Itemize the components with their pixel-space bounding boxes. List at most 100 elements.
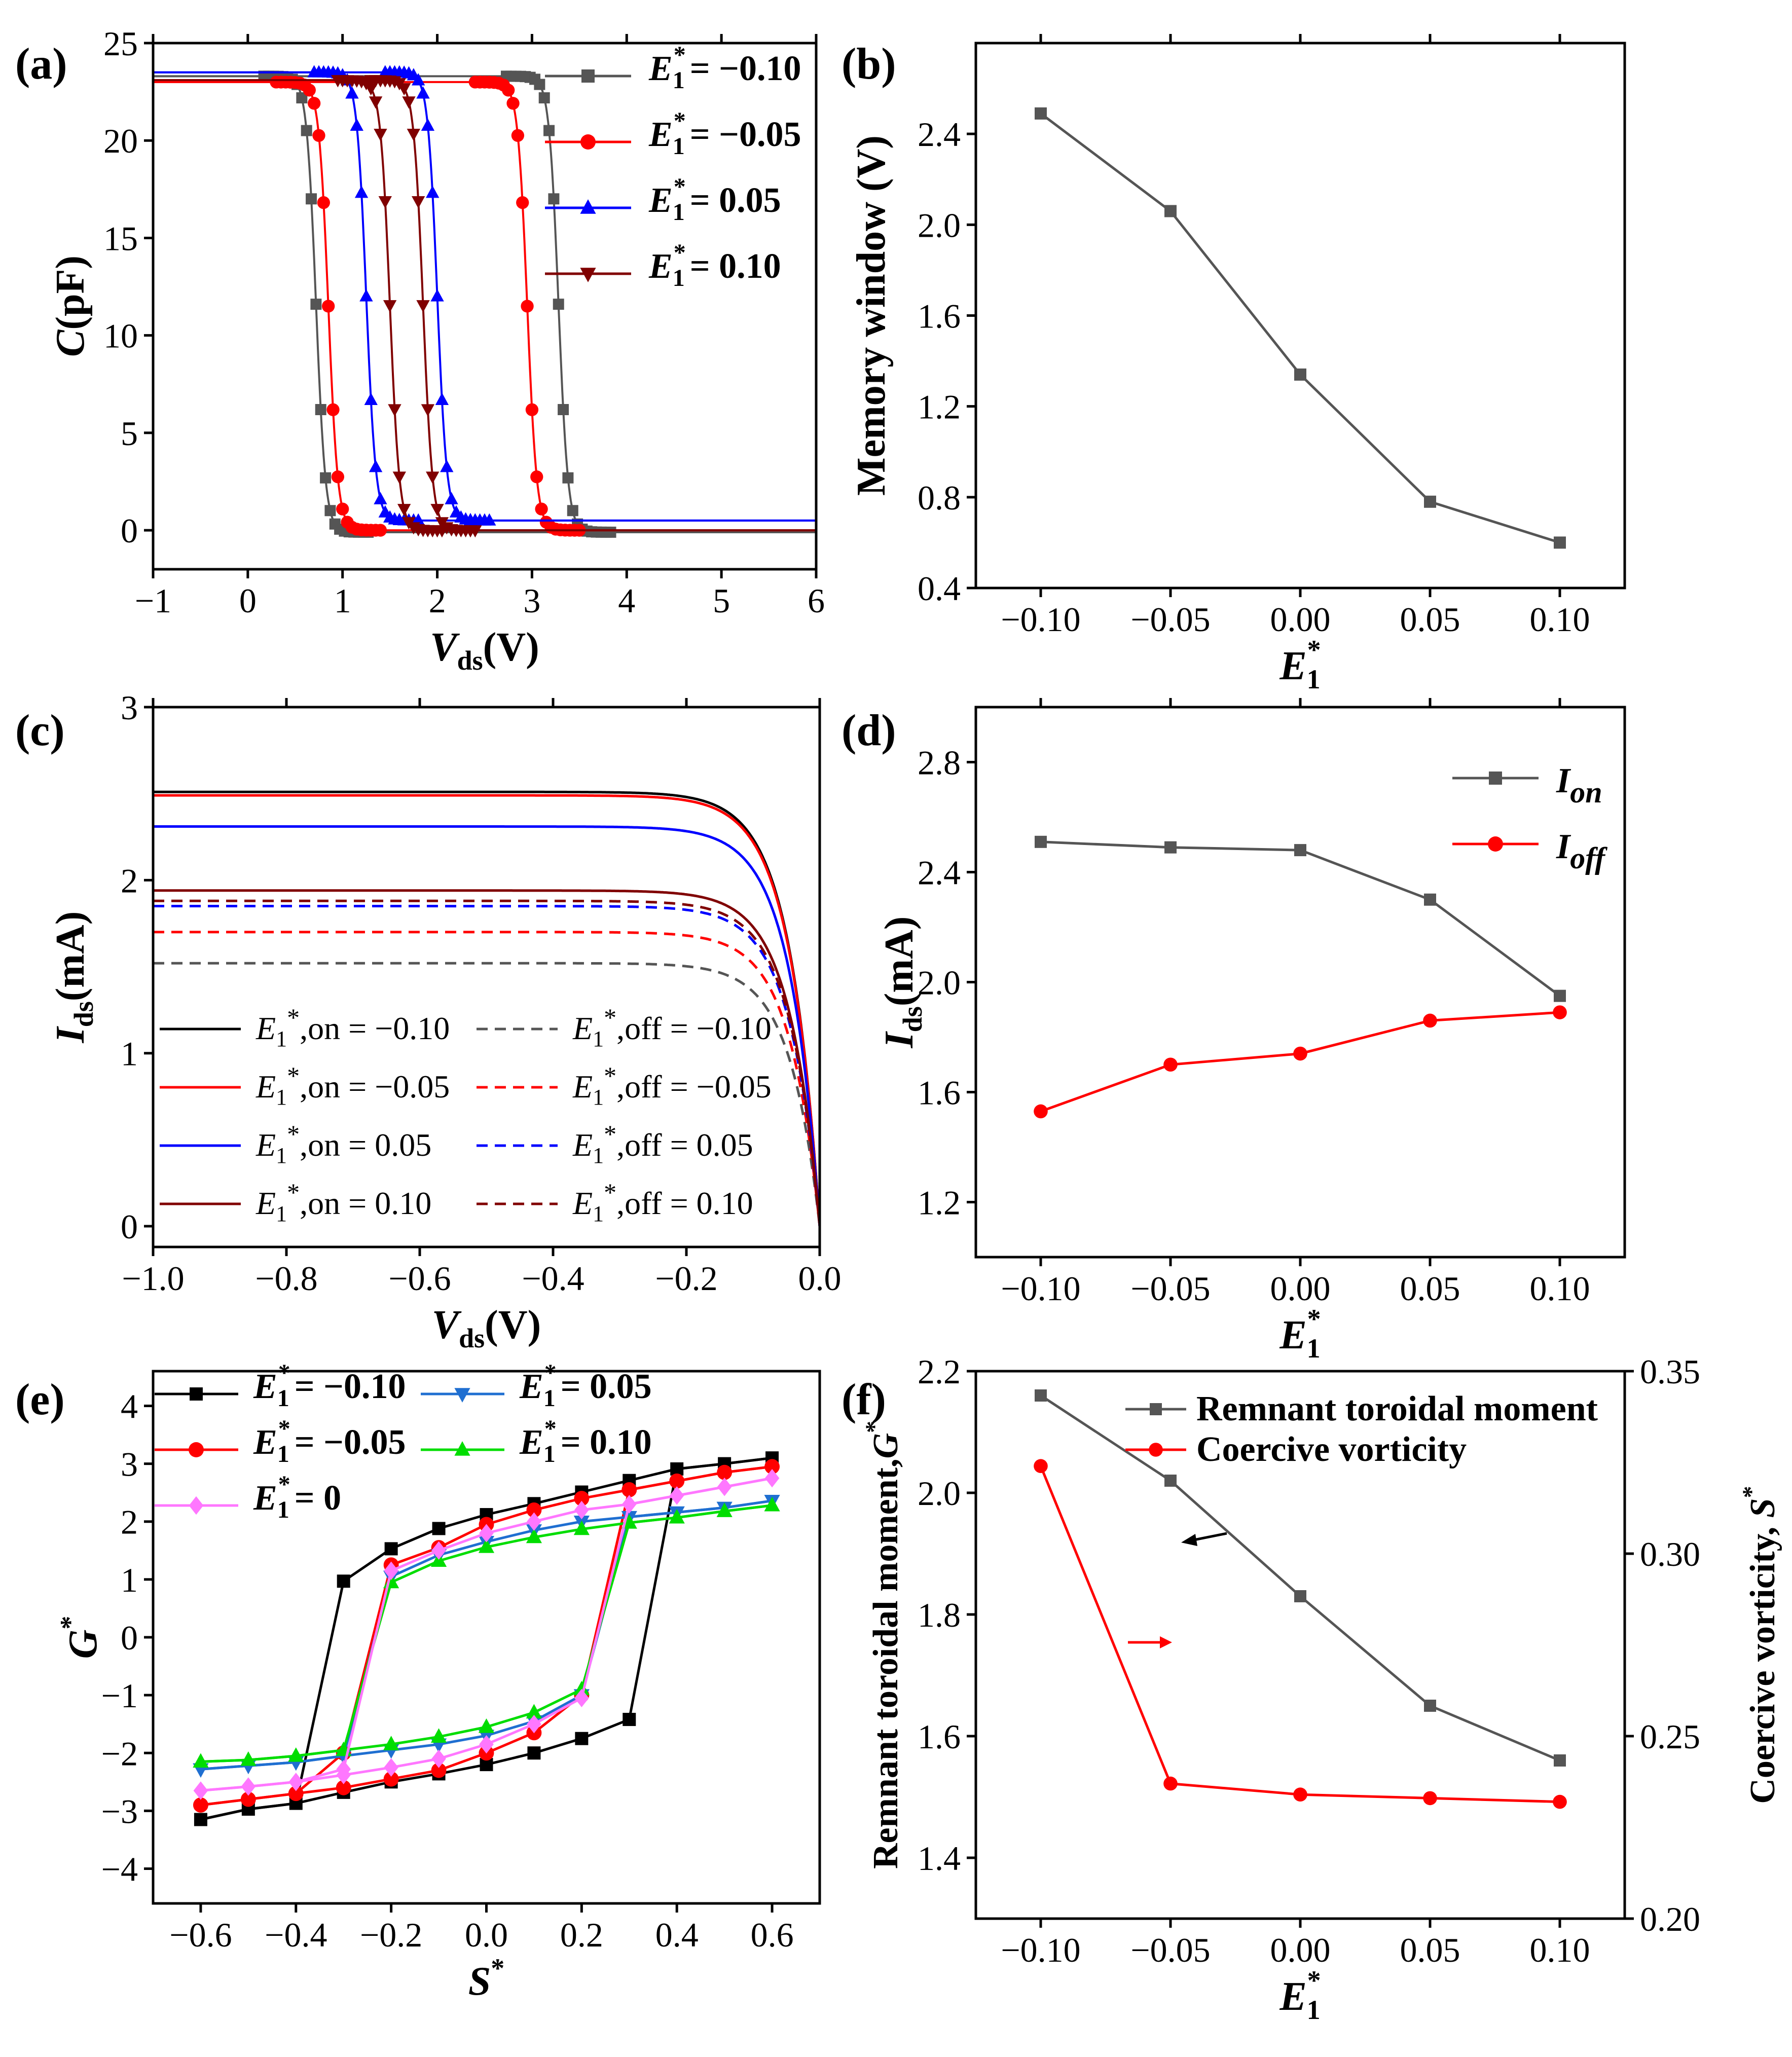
x-axis-label-sup: *	[1307, 1965, 1321, 1996]
legend-entry-7: E1*,off = 0.10	[477, 1178, 753, 1226]
data-point	[445, 492, 458, 504]
legend-sup: *	[674, 239, 686, 266]
data-point	[384, 1758, 398, 1777]
y-tick-label: 2.0	[918, 206, 961, 244]
y-axis-label-var: C	[48, 329, 93, 357]
panel-label: (d)	[842, 706, 896, 755]
legend-sub: 1	[277, 1441, 289, 1467]
x-tick-label: 4	[618, 581, 635, 620]
data-point	[392, 471, 407, 484]
arrow-head-right	[1160, 1636, 1172, 1648]
legend-label: E1*,on = −0.05	[255, 1061, 450, 1110]
x-axis-label-sup: *	[1307, 635, 1321, 665]
legend-var: E	[648, 247, 673, 286]
legend-sub: 1	[277, 1385, 289, 1412]
data-point	[553, 299, 564, 310]
x-tick-label: 0.05	[1400, 600, 1460, 639]
data-point	[1293, 1787, 1307, 1802]
y-axis-label: Ids(mA)	[48, 911, 99, 1044]
legend-entry-0: E1*,on = −0.10	[160, 1003, 450, 1051]
x-axis-label-var: E	[1279, 1313, 1306, 1357]
legend-sub: 1	[543, 1441, 556, 1467]
legend-marker	[580, 134, 596, 150]
legend-marker	[454, 1388, 470, 1403]
y-axis-label: G*	[55, 1616, 105, 1659]
legend-var: E	[255, 1127, 276, 1163]
x-axis-label-unit: (V)	[485, 1303, 541, 1347]
series-3	[153, 75, 816, 538]
data-point	[764, 1496, 780, 1512]
y-tick-label: 2.0	[918, 1474, 961, 1513]
series-5-line	[153, 905, 821, 1227]
legend-entry-1: Ioff	[1452, 827, 1607, 875]
data-point	[1034, 1104, 1048, 1119]
data-point	[288, 1786, 304, 1802]
y-axis-label: Memory window (V)	[849, 135, 894, 496]
data-point	[670, 1462, 684, 1476]
data-point	[526, 1502, 542, 1518]
data-point	[369, 96, 383, 109]
legend-entry-3: E1* = 0.10	[421, 1415, 652, 1467]
data-point	[1293, 1046, 1307, 1061]
data-point	[412, 196, 425, 209]
x-tick-label: 0	[239, 581, 257, 620]
y-tick-label: 20	[103, 122, 138, 160]
x-tick-label: −0.6	[169, 1916, 232, 1954]
y-tick-label: 2	[121, 861, 138, 900]
data-point	[1164, 1475, 1177, 1487]
data-point	[1554, 1754, 1566, 1767]
y-tick-label: −3	[101, 1792, 138, 1830]
legend-label: E1* = −0.10	[648, 42, 801, 94]
legend-entry-1: E1* = −0.05	[545, 107, 801, 160]
y-axis-label-sup: *	[55, 1616, 85, 1630]
x-axis-label-var: V	[432, 1303, 462, 1347]
y-tick-label: 0	[121, 1207, 138, 1246]
x-tick-label: 0.05	[1400, 1269, 1460, 1308]
legend-label: E1* = −0.05	[648, 107, 801, 160]
x-tick-label: −0.8	[255, 1259, 317, 1298]
y-axis-label-unit: (pF)	[48, 255, 93, 330]
data-point	[388, 404, 401, 417]
legend-marker	[1150, 1403, 1162, 1415]
data-point	[326, 403, 340, 416]
data-point	[193, 1753, 209, 1768]
y-tick-label: 2.4	[918, 854, 961, 892]
legend-value: = −0.05	[690, 115, 801, 154]
data-point	[324, 505, 336, 517]
legend-entry-1: E1* = −0.05	[155, 1415, 406, 1467]
legend-value: ,off = 0.05	[616, 1127, 753, 1163]
x-tick-label: 0.10	[1530, 1931, 1590, 1969]
legend-label: E1*,on = −0.10	[255, 1003, 450, 1051]
x-tick-label: 1	[334, 581, 351, 620]
x-tick-label: 0.10	[1530, 1269, 1590, 1308]
y-tick-label: 1.6	[918, 297, 961, 336]
data-point	[535, 502, 548, 516]
y-tick-label: 1.2	[918, 388, 961, 426]
legend-value: = 0.10	[561, 1423, 652, 1462]
data-point	[575, 1732, 589, 1745]
y-tick-label: 25	[103, 24, 138, 63]
data-point	[331, 470, 345, 484]
data-point	[384, 1542, 398, 1556]
panel-b: −0.10 −0.05 0.00 0.05 0.10 0.4 0.8 1.2 1.6 2.0 2.4…	[842, 34, 1626, 694]
data-point	[359, 289, 373, 302]
x-tick-label: 0.05	[1400, 1931, 1460, 1969]
legend-sup: *	[604, 1120, 616, 1148]
legend-label: E1* = −0.10	[253, 1360, 406, 1412]
legend-label: Coercive vorticity	[1196, 1430, 1467, 1469]
series-line	[1040, 840, 1561, 997]
legend-var: E	[572, 1010, 593, 1046]
data-point	[1164, 841, 1177, 854]
legend-sub: 1	[276, 1085, 287, 1110]
legend-label: Remnant toroidal moment	[1196, 1389, 1598, 1428]
legend-var: E	[253, 1479, 277, 1518]
x-tick-label: 6	[808, 581, 825, 620]
legend-marker	[580, 199, 596, 214]
data-point	[1424, 495, 1436, 508]
y-tick-label: 1.6	[918, 1074, 961, 1112]
legend-sub: 1	[593, 1085, 604, 1110]
data-point	[521, 300, 534, 313]
x-tick-label: 0.00	[1270, 1931, 1331, 1969]
legend-var: E	[253, 1367, 277, 1406]
x-axis-label-sub: ds	[457, 645, 483, 676]
